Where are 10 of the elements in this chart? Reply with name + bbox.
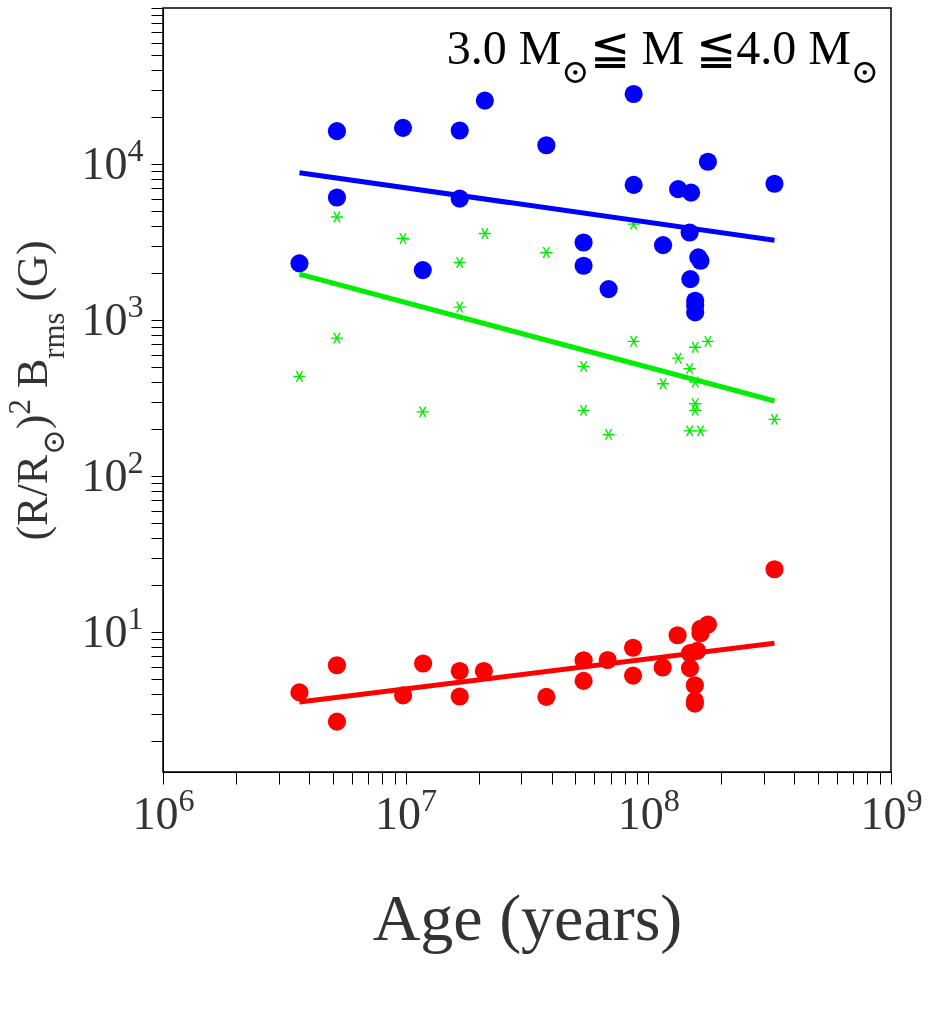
y-tick-label: 10$^{2}$ (81, 443, 144, 501)
annotation: 3.0 M$_{⊙}$≦ M ≦4.0 M$_{⊙}$ (446, 21, 879, 90)
y-tick-label: 10$^{4}$ (81, 131, 144, 189)
x-tick-label: 10$^{9}$ (860, 781, 923, 839)
x-tick-label: 10$^{6}$ (132, 781, 195, 839)
x-tick-label: 10$^{8}$ (617, 781, 680, 839)
y-tick-label: 10$^{1}$ (81, 599, 144, 657)
x-axis-title: Age (years) (372, 880, 683, 955)
y-tick-label: 10$^{3}$ (81, 287, 144, 345)
x-tick-label: 10$^{7}$ (375, 781, 438, 839)
